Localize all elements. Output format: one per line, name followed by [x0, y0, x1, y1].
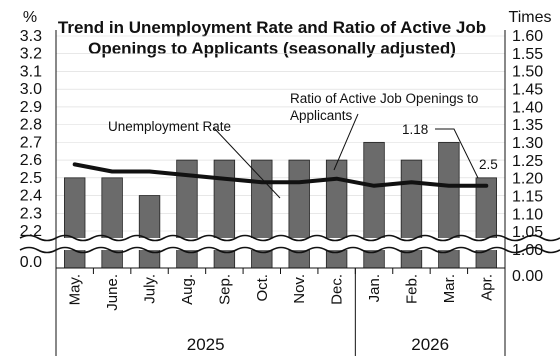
x-category-label: Jan. — [366, 274, 383, 302]
right-tick-label: 1.40 — [512, 99, 543, 116]
break-wave-lower — [19, 246, 560, 254]
left-tick-label: 2.8 — [20, 117, 42, 134]
ratio-line-series — [72, 162, 489, 188]
x-category-label: Aug. — [179, 274, 196, 305]
left-tick-label: 2.7 — [20, 134, 42, 151]
right-tick-label: 1.45 — [512, 82, 543, 99]
x-category-label: Sep. — [216, 274, 233, 305]
break-wave-upper — [19, 234, 560, 242]
right-tick-label: 1.60 — [512, 28, 543, 45]
x-category-label: Apr. — [478, 274, 495, 301]
unemployment-rate-label: Unemployment Rate — [108, 119, 231, 134]
x-category-label: Feb. — [403, 274, 420, 304]
right-tick-label: 1.30 — [512, 135, 543, 152]
last-ratio-value-leader — [435, 128, 479, 179]
left-tick-label: 2.4 — [20, 188, 42, 205]
right-tick-label: 1.15 — [512, 189, 543, 206]
left-tick-label: 3.1 — [20, 63, 42, 80]
right-tick-label: 1.05 — [512, 224, 543, 241]
chart-title-line-2: Openings to Applicants (seasonally adjus… — [88, 39, 456, 58]
year-label: 2025 — [187, 335, 225, 354]
left-tick-label: 3.3 — [20, 28, 42, 45]
left-tick-label: 2.6 — [20, 152, 42, 169]
bar-july — [138, 195, 161, 269]
x-category-label: July. — [142, 274, 159, 304]
left-axis-ticks: 3.33.23.13.02.92.82.72.62.52.42.32.2 0.0 — [20, 28, 42, 271]
bar-may — [64, 177, 86, 269]
axes — [55, 30, 506, 356]
right-tick-label: 1.55 — [512, 46, 543, 63]
x-category-label: June. — [104, 274, 121, 311]
x-category-label: Nov. — [291, 274, 308, 304]
axis-break-band — [20, 238, 545, 250]
x-category-label: Mar. — [441, 274, 458, 303]
left-tick-label: 2.3 — [20, 205, 42, 222]
right-tick-label: 1.10 — [512, 206, 543, 223]
annotations: Unemployment Rate Ratio of Active Job Op… — [108, 91, 498, 199]
bar-june — [101, 177, 123, 269]
left-axis-unit: % — [23, 9, 37, 26]
right-tick-label: 1.00 — [512, 242, 543, 259]
chart-title-line-1: Trend in Unemployment Rate and Ratio of … — [58, 18, 486, 37]
x-category-label: May. — [67, 274, 84, 305]
ratio-label-line-1: Ratio of Active Job Openings to — [290, 91, 478, 106]
left-tick-label: 3.0 — [20, 81, 42, 98]
left-tick-label: 2.9 — [20, 99, 42, 116]
left-tick-label: 0.0 — [20, 254, 42, 271]
left-tick-label: 2.2 — [20, 223, 42, 240]
right-tick-label: 1.35 — [512, 117, 543, 134]
left-tick-label: 3.2 — [20, 46, 42, 63]
right-tick-label: 1.50 — [512, 64, 543, 81]
ratio-label-leader — [333, 113, 359, 171]
axis-break — [19, 234, 560, 254]
x-category-label: Oct. — [254, 274, 271, 302]
bar-apr — [475, 177, 497, 269]
x-axis-labels: May. June. July. Aug. Sep. Oct. Nov. Dec. Jan. Fe… — [67, 274, 496, 354]
last-ratio-value-label: 1.18 — [402, 122, 428, 137]
ratio-line — [72, 162, 489, 188]
right-tick-label: 0.00 — [512, 268, 543, 285]
x-category-label: Dec. — [329, 274, 346, 305]
gridlines — [56, 35, 505, 232]
right-axis-ticks: 1.601.551.501.451.401.351.301.251.201.15… — [512, 28, 543, 285]
right-tick-label: 1.25 — [512, 153, 543, 170]
right-tick-label: 1.20 — [512, 171, 543, 188]
left-tick-label: 2.5 — [20, 170, 42, 187]
unemployment-rate-leader — [213, 127, 281, 199]
last-rate-value-label: 2.5 — [479, 157, 498, 172]
right-axis-unit: Times — [509, 9, 552, 26]
ratio-label-line-2: Applicants — [290, 108, 353, 123]
year-label: 2026 — [411, 335, 449, 354]
